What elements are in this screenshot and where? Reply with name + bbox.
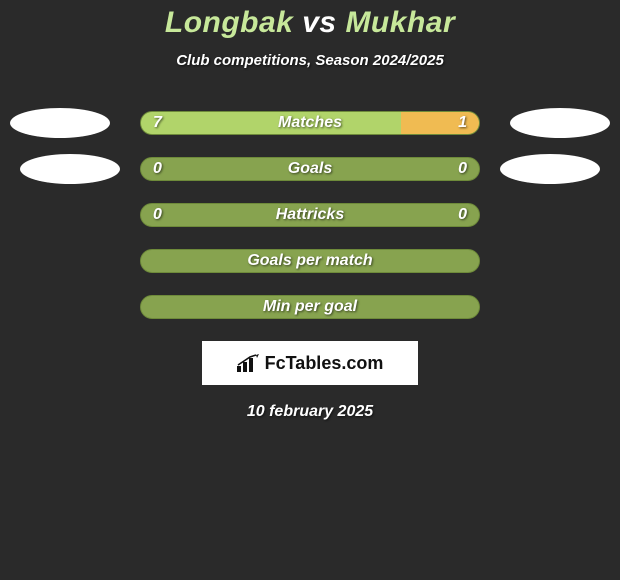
bar-hattricks: 0 Hattricks 0 <box>140 203 480 227</box>
bar-mpg-label: Min per goal <box>141 296 479 318</box>
title-player1: Longbak <box>165 6 294 39</box>
title-player2: Mukhar <box>345 6 455 39</box>
subtitle: Club competitions, Season 2024/2025 <box>0 52 620 69</box>
bar-gpm-label: Goals per match <box>141 250 479 272</box>
bar-matches: 7 Matches 1 <box>140 111 480 135</box>
page-title: Longbak vs Mukhar <box>0 6 620 40</box>
row-hattricks: 0 Hattricks 0 <box>0 203 620 227</box>
bar-matches-left-fill <box>141 112 401 134</box>
bar-goals: 0 Goals 0 <box>140 157 480 181</box>
comparison-card: Longbak vs Mukhar Club competitions, Sea… <box>0 0 620 421</box>
player1-badge-alt <box>20 154 120 184</box>
bar-hattricks-label: Hattricks <box>141 204 479 226</box>
player2-badge-alt <box>500 154 600 184</box>
bar-hattricks-left-value: 0 <box>153 204 162 226</box>
bar-matches-right-fill <box>401 112 479 134</box>
bar-goals-left-value: 0 <box>153 158 162 180</box>
title-vs: vs <box>302 6 336 39</box>
row-matches: 7 Matches 1 <box>0 111 620 135</box>
bar-mpg: Min per goal <box>140 295 480 319</box>
player1-badge <box>10 108 110 138</box>
bar-goals-right-value: 0 <box>458 158 467 180</box>
branding-box: FcTables.com <box>202 341 418 385</box>
branding-logo: FcTables.com <box>237 353 384 374</box>
row-gpm: Goals per match <box>0 249 620 273</box>
row-goals: 0 Goals 0 <box>0 157 620 181</box>
player2-badge <box>510 108 610 138</box>
bars-icon <box>237 354 259 372</box>
bar-goals-label: Goals <box>141 158 479 180</box>
bar-hattricks-right-value: 0 <box>458 204 467 226</box>
stat-rows: 7 Matches 1 0 Goals 0 0 Hat <box>0 111 620 319</box>
branding-text: FcTables.com <box>265 353 384 374</box>
row-mpg: Min per goal <box>0 295 620 319</box>
bar-gpm: Goals per match <box>140 249 480 273</box>
date-label: 10 february 2025 <box>0 403 620 421</box>
